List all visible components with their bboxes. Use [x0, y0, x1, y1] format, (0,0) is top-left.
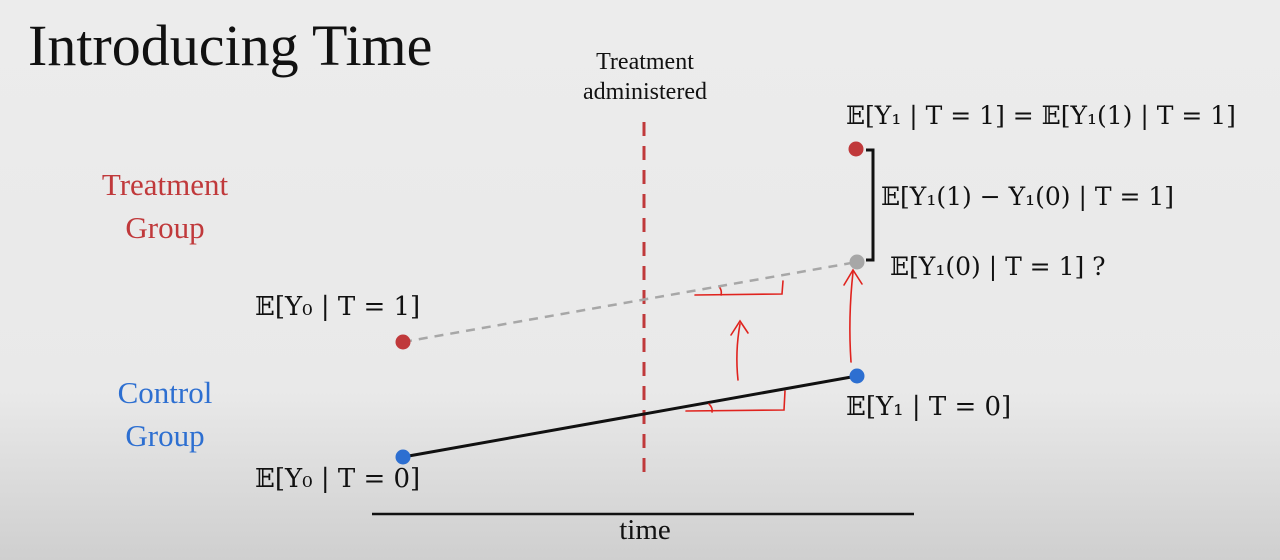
control-group-label: Control Group — [75, 371, 255, 457]
expr-counterfactual: 𝔼[Y₁(0) | T = 1] ? — [890, 252, 1106, 281]
treatment-group-label: Treatment Group — [70, 163, 260, 249]
expr-y1-control: 𝔼[Y₁ | T = 0] — [846, 392, 1012, 422]
point-counterfactual — [849, 254, 865, 270]
expr-treatment-effect: 𝔼[Y₁(1) − Y₁(0) | T = 1] — [881, 182, 1175, 211]
treatment-group-line2: Group — [125, 210, 205, 245]
handdrawn-annotations — [685, 268, 863, 413]
treatment-administered-line2: administered — [583, 79, 707, 105]
expr-y0-control: 𝔼[Y₀ | T = 0] — [255, 464, 421, 494]
control-group-line2: Group — [125, 418, 205, 453]
expr-y1-treatment-observed: 𝔼[Y₁ | T = 1] = 𝔼[Y₁(1) | T = 1] — [846, 101, 1236, 130]
counterfactual-trend-line — [402, 260, 858, 344]
time-axis-label: time — [619, 514, 671, 546]
point-control-pre — [395, 449, 411, 465]
annotation-middle-shift-arrow — [736, 323, 741, 381]
annotation-middle-arrow-head — [730, 319, 749, 336]
control-group-line1: Control — [117, 375, 213, 410]
annotation-upper-angle-arc — [719, 287, 723, 296]
expr-y0-treatment: 𝔼[Y₀ | T = 1] — [255, 292, 421, 322]
annotation-lower-slope-triangle — [685, 390, 786, 412]
annotation-right-shift-arrow — [849, 271, 854, 363]
point-control-post — [849, 368, 865, 384]
slide-title: Introducing Time — [28, 13, 433, 78]
treatment-group-line1: Treatment — [101, 167, 229, 202]
point-treatment-pre — [395, 334, 411, 350]
annotation-lower-angle-arc — [708, 403, 713, 413]
control-trend-line — [402, 374, 858, 459]
annotation-upper-slope-triangle — [694, 280, 784, 296]
treatment-administered-label: Treatment administered — [560, 47, 730, 107]
annotation-right-arrow-head — [843, 268, 863, 286]
point-treatment-post — [848, 141, 864, 157]
treatment-administered-line1: Treatment — [596, 49, 694, 75]
effect-bracket — [866, 148, 875, 262]
